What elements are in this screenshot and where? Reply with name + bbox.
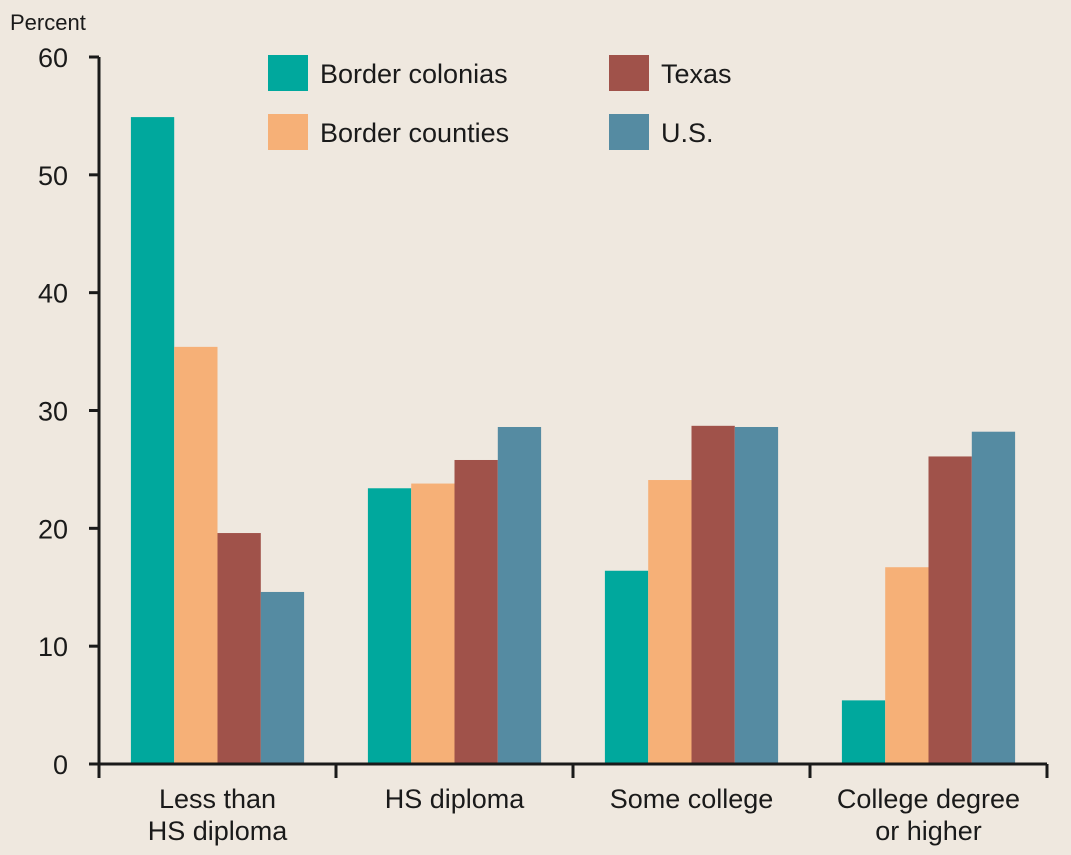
legend-label: Border colonias: [320, 59, 508, 89]
bar: [454, 459, 498, 763]
y-tick-label: 40: [38, 279, 68, 309]
bars-group: [130, 117, 1016, 763]
x-category-label: or higher: [875, 816, 982, 846]
bar: [928, 456, 972, 763]
y-axis-title: Percent: [10, 10, 86, 35]
y-axis: 0 10 20 30 40 50 60: [38, 43, 101, 780]
bar: [841, 700, 886, 763]
y-tick-label: 20: [38, 514, 68, 544]
bar: [174, 346, 218, 763]
y-tick-label: 50: [38, 161, 68, 191]
legend: Border colonias Border counties Texas U.S.: [268, 55, 732, 150]
bar: [691, 425, 735, 763]
legend-swatch: [268, 114, 308, 150]
y-tick-label: 60: [38, 43, 68, 73]
y-tick-label: 0: [53, 750, 68, 780]
x-category-label: HS diploma: [385, 784, 526, 814]
y-tick-label: 30: [38, 397, 68, 427]
bar: [411, 483, 455, 763]
bar: [971, 431, 1016, 763]
y-tick-label: 10: [38, 632, 68, 662]
legend-swatch: [268, 55, 308, 91]
x-category-label: Less than: [159, 784, 276, 814]
bar: [130, 117, 175, 763]
x-category-label: College degree: [837, 784, 1020, 814]
bar: [367, 488, 412, 763]
legend-swatch: [609, 114, 649, 150]
bar: [648, 480, 692, 763]
x-category-label: Some college: [610, 784, 774, 814]
legend-label: Texas: [661, 59, 732, 89]
bar: [885, 567, 929, 763]
legend-label: U.S.: [661, 118, 714, 148]
bar: [734, 426, 779, 763]
legend-swatch: [609, 55, 649, 91]
bar: [497, 426, 542, 763]
bar: [260, 591, 305, 763]
legend-label: Border counties: [320, 118, 509, 148]
bar: [604, 570, 649, 763]
bar: [217, 533, 261, 763]
x-category-label: HS diploma: [148, 816, 289, 846]
